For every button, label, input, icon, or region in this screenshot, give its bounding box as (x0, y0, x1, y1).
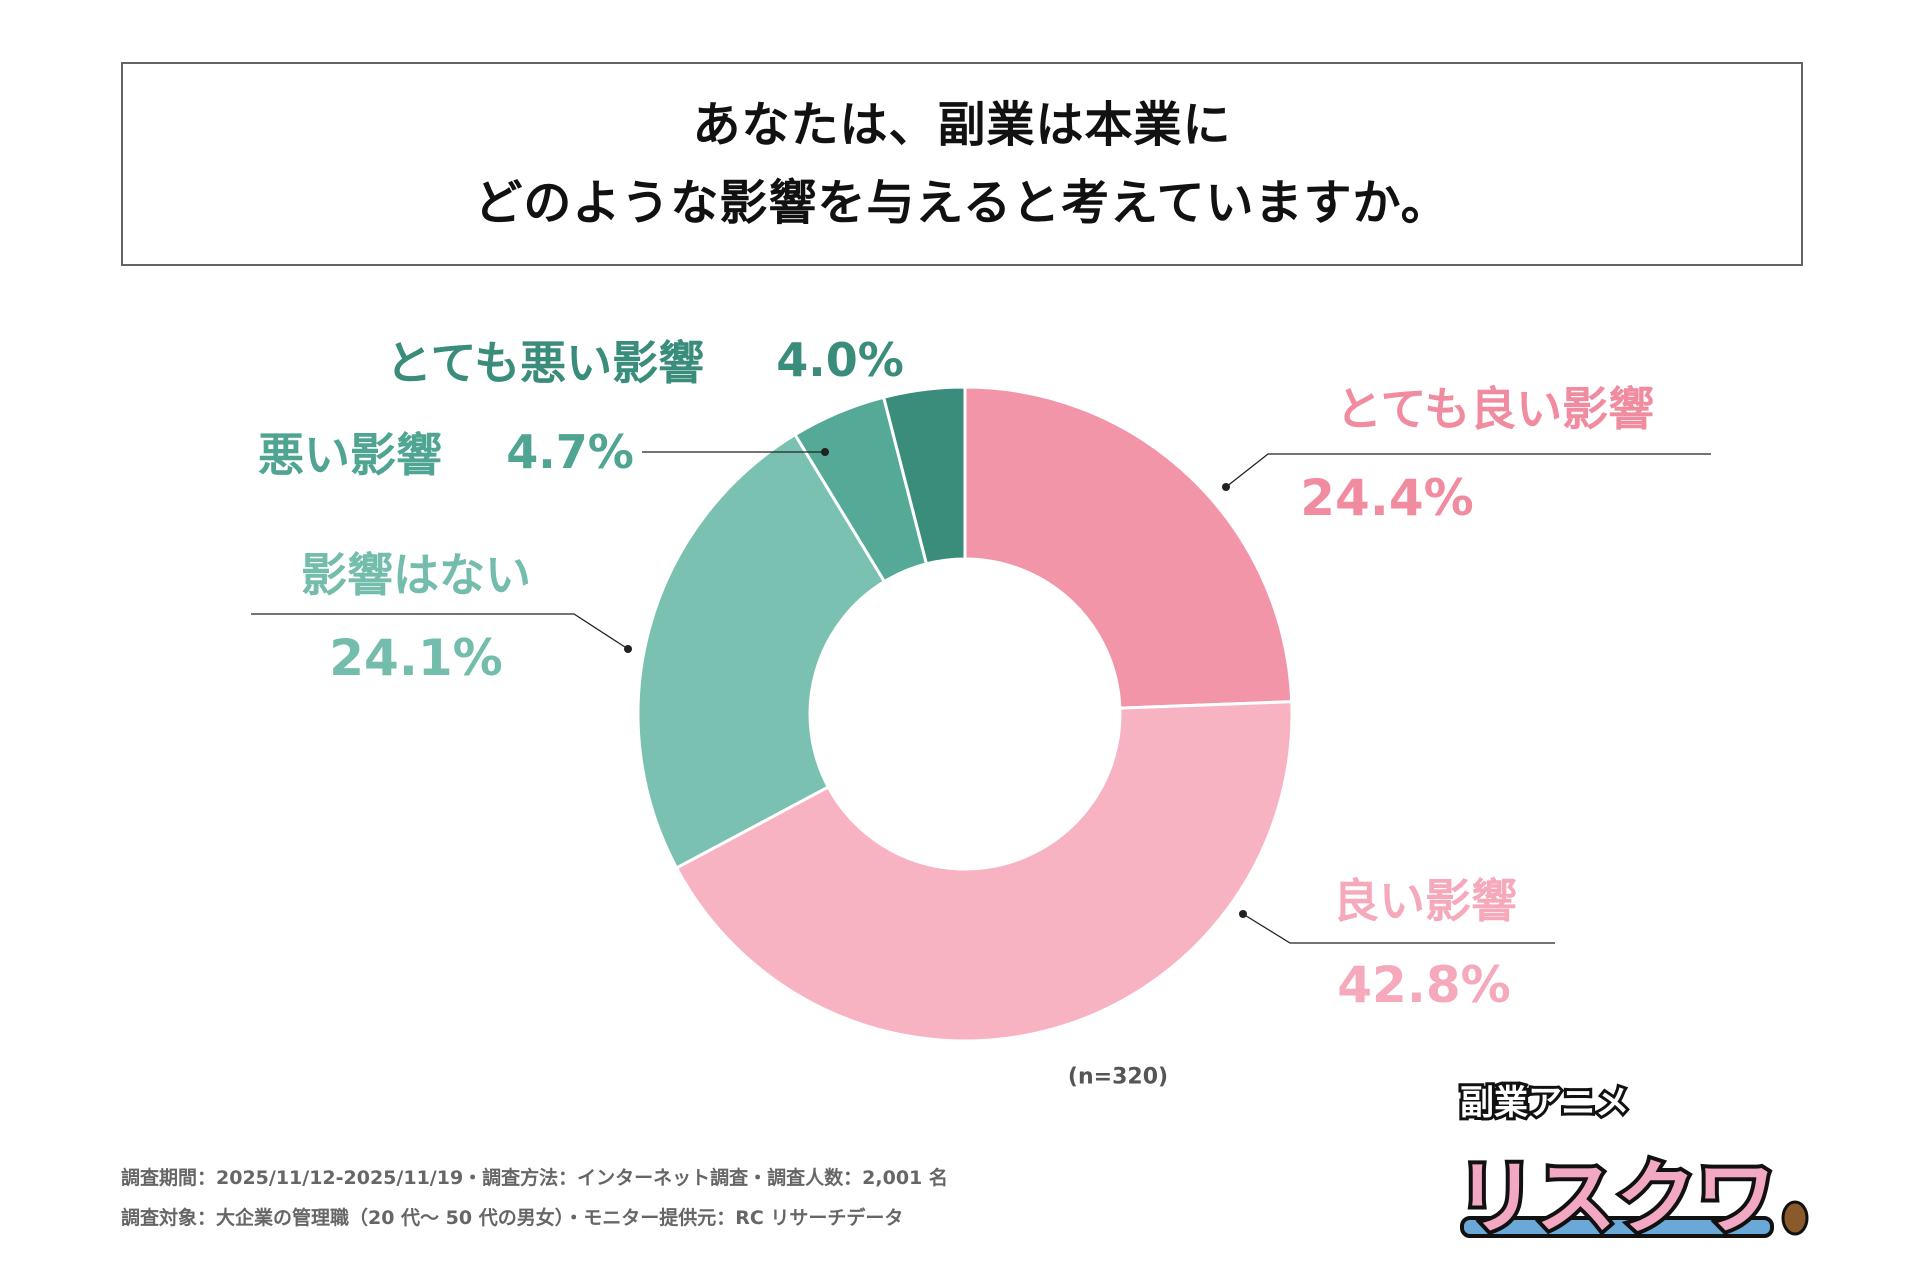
leader-dot-very-good (1222, 483, 1230, 491)
label-very-bad-value: 4.0% (776, 333, 904, 387)
leader-dot-none (624, 645, 632, 653)
risukuwa-logo: 副業アニメ リスクワ (1452, 1080, 1809, 1249)
footer-survey-target: 調査対象：大企業の管理職（20 代～ 50 代の男女）・モニター提供元：RC リ… (121, 1207, 904, 1229)
label-good-value: 42.8% (1337, 956, 1511, 1014)
title-line-2: どのような影響を与えると考えていますか。 (474, 175, 1450, 231)
label-good-name: 良い影響 (1333, 874, 1517, 928)
label-very-bad-name: とても悪い影響 (385, 336, 705, 390)
donut-slice-1 (674, 700, 1294, 1043)
logo-shadow-band (1460, 1216, 1774, 1238)
label-none-name: 影響はない (301, 548, 531, 602)
leader-dot-bad (821, 448, 829, 456)
donut-slice-0 (963, 385, 1294, 710)
label-very-good-name: とても良い影響 (1335, 382, 1655, 436)
leader-line-good (1242, 913, 1555, 944)
logo-small-text: 副業アニメ (1460, 1083, 1629, 1123)
label-none-value: 24.1% (329, 629, 503, 687)
acorn-icon (1781, 1200, 1809, 1236)
leader-dot-good (1239, 910, 1247, 918)
leader-line-none (251, 613, 629, 650)
label-bad-name: 悪い影響 (258, 428, 442, 482)
donut-slice-4 (881, 385, 967, 566)
sample-size-note: (n=320) (1067, 1064, 1169, 1090)
leader-line-very-good (1225, 453, 1711, 488)
donut-slice-2 (636, 432, 887, 870)
footer-survey-info: 調査期間：2025/11/12-2025/11/19・調査方法：インターネット調… (121, 1167, 948, 1189)
label-bad-value: 4.7% (506, 425, 634, 479)
leader-lines (251, 451, 1711, 944)
label-very-good-value: 24.4% (1300, 469, 1474, 527)
logo-big-text: リスクワ (1456, 1152, 1776, 1245)
title-box: あなたは、副業は本業に どのような影響を与えると考えていますか。 (121, 62, 1803, 266)
title-line-1: あなたは、副業は本業に (692, 97, 1232, 153)
